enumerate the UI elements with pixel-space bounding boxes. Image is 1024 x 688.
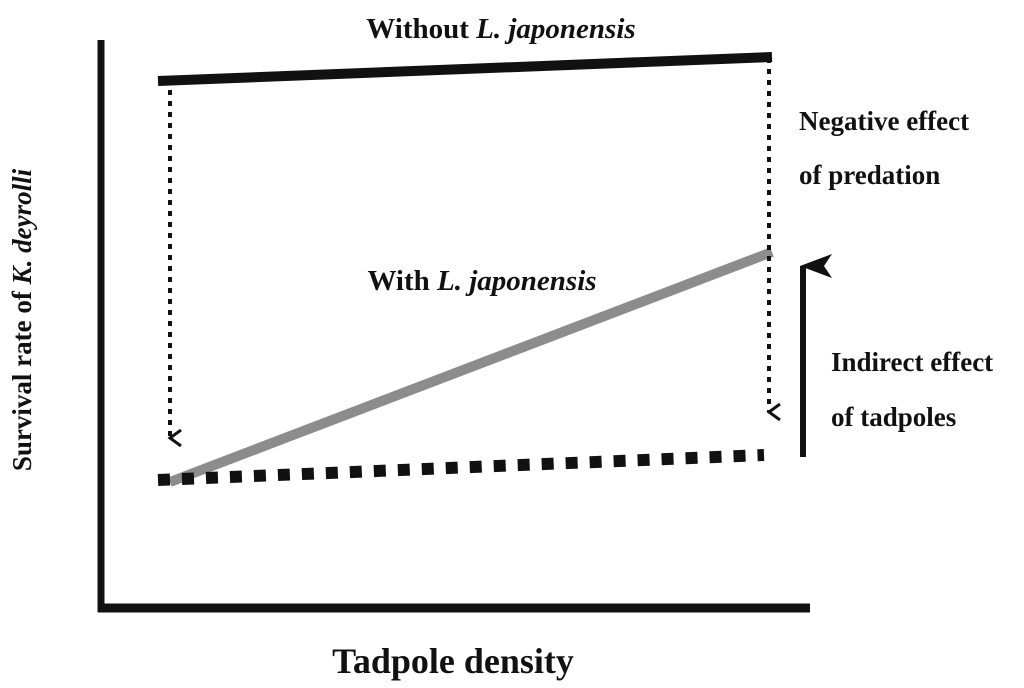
indirect-effect-label-line1: Indirect effect xyxy=(831,347,993,377)
without-predator-line xyxy=(157,52,773,86)
with-predator-line xyxy=(168,247,774,487)
y-axis-label: Survival rate of K. deyrolli xyxy=(7,168,37,471)
without-predator-label: Without L. japonensis xyxy=(366,13,635,45)
with-predator-label: With L. japonensis xyxy=(367,265,596,297)
x-axis-label: Tadpole density xyxy=(332,641,574,681)
predation-only-dotted-line xyxy=(157,449,765,486)
negative-effect-label-line1: Negative effect xyxy=(799,106,969,136)
negative-effect-label-line2: of predation xyxy=(799,160,940,190)
indirect-effect-label-line2: of tadpoles xyxy=(831,402,956,432)
